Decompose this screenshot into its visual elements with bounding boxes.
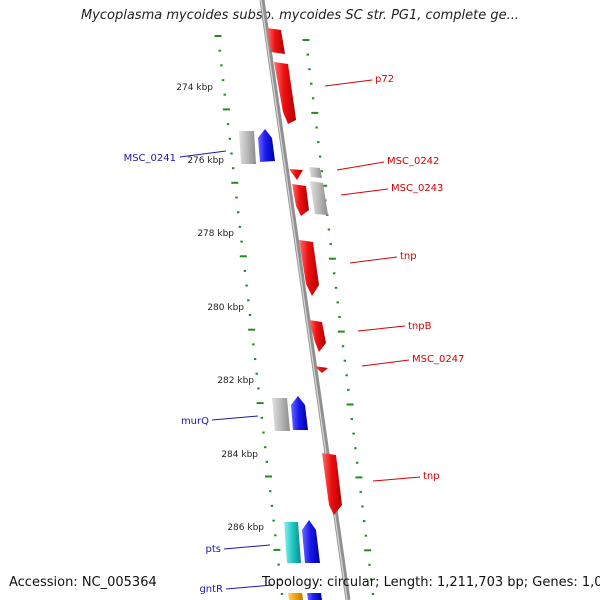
tick-label: 276 kbp: [187, 156, 224, 166]
gene-label-tnpb[interactable]: tnpB: [408, 321, 432, 332]
tick-label: 278 kbp: [197, 229, 234, 239]
reverse-strand-genes: [267, 28, 342, 515]
label-connectors: [179, 79, 421, 590]
tick-labels: 274 kbp 276 kbp 278 kbp 280 kbp 282 kbp …: [176, 83, 264, 533]
summary-text: Topology: circular; Length: 1,211,703 bp…: [262, 575, 600, 590]
tick-label: 274 kbp: [176, 83, 213, 93]
forward-gene-arrow[interactable]: [258, 129, 275, 162]
connector-line: [324, 79, 373, 87]
reverse-gene-arrow[interactable]: [289, 169, 303, 180]
tick-label: 282 kbp: [217, 376, 254, 386]
gene-label-msc-0247[interactable]: MSC_0247: [412, 354, 464, 365]
reverse-gene-arrow[interactable]: [274, 62, 296, 124]
other-feature-box[interactable]: [310, 181, 328, 215]
orange-feature-box[interactable]: [288, 593, 303, 600]
gene-label-msc-0242[interactable]: MSC_0242: [387, 156, 439, 167]
tick-label: 286 kbp: [227, 523, 264, 533]
gene-label-tnp[interactable]: tnp: [423, 471, 440, 482]
gene-label-gntr[interactable]: gntR: [199, 584, 223, 595]
connector-line: [336, 161, 385, 171]
reverse-gene-arrow[interactable]: [314, 366, 328, 373]
gene-label-msc-0241[interactable]: MSC_0241: [124, 153, 176, 164]
connector-line: [340, 188, 389, 196]
connector-line: [211, 415, 259, 421]
connector-line: [223, 544, 271, 550]
other-feature-box[interactable]: [239, 131, 256, 164]
forward-gene-arrow[interactable]: [307, 593, 322, 600]
reverse-gene-arrow[interactable]: [299, 240, 319, 296]
reverse-gene-arrow[interactable]: [292, 184, 309, 216]
forward-gene-arrow[interactable]: [291, 396, 308, 430]
connector-line: [361, 359, 410, 367]
gene-label-murq[interactable]: murQ: [181, 416, 209, 427]
reverse-gene-arrow[interactable]: [309, 320, 326, 352]
gene-label-tnp[interactable]: tnp: [400, 251, 417, 262]
connector-line: [372, 476, 421, 482]
gene-labels: p72 MSC_0242 MSC_0243 tnp tnpB MSC_0247 …: [124, 74, 465, 595]
connector-line: [349, 256, 398, 264]
tick-label: 284 kbp: [221, 450, 258, 460]
reverse-gene-arrow[interactable]: [322, 453, 342, 515]
forward-gene-arrow[interactable]: [302, 520, 320, 563]
map-title: Mycoplasma mycoides subsp. mycoides SC s…: [80, 8, 520, 23]
gene-label-msc-0243[interactable]: MSC_0243: [391, 183, 443, 194]
other-feature-box[interactable]: [309, 167, 322, 178]
connector-line: [179, 150, 227, 158]
tick-label: 280 kbp: [207, 303, 244, 313]
forward-strand-genes: [239, 129, 322, 600]
ruler-outer: [302, 39, 375, 595]
reverse-gene-arrow[interactable]: [267, 28, 285, 54]
accession-text: Accession: NC_005364: [9, 575, 157, 590]
connector-line: [357, 325, 406, 332]
ruler-inner: [214, 35, 284, 595]
other-feature-box[interactable]: [272, 398, 290, 431]
gene-label-p72[interactable]: p72: [375, 74, 394, 85]
connector-line: [225, 584, 273, 590]
pts-feature-box[interactable]: [284, 522, 301, 563]
gene-label-pts[interactable]: pts: [206, 544, 221, 555]
